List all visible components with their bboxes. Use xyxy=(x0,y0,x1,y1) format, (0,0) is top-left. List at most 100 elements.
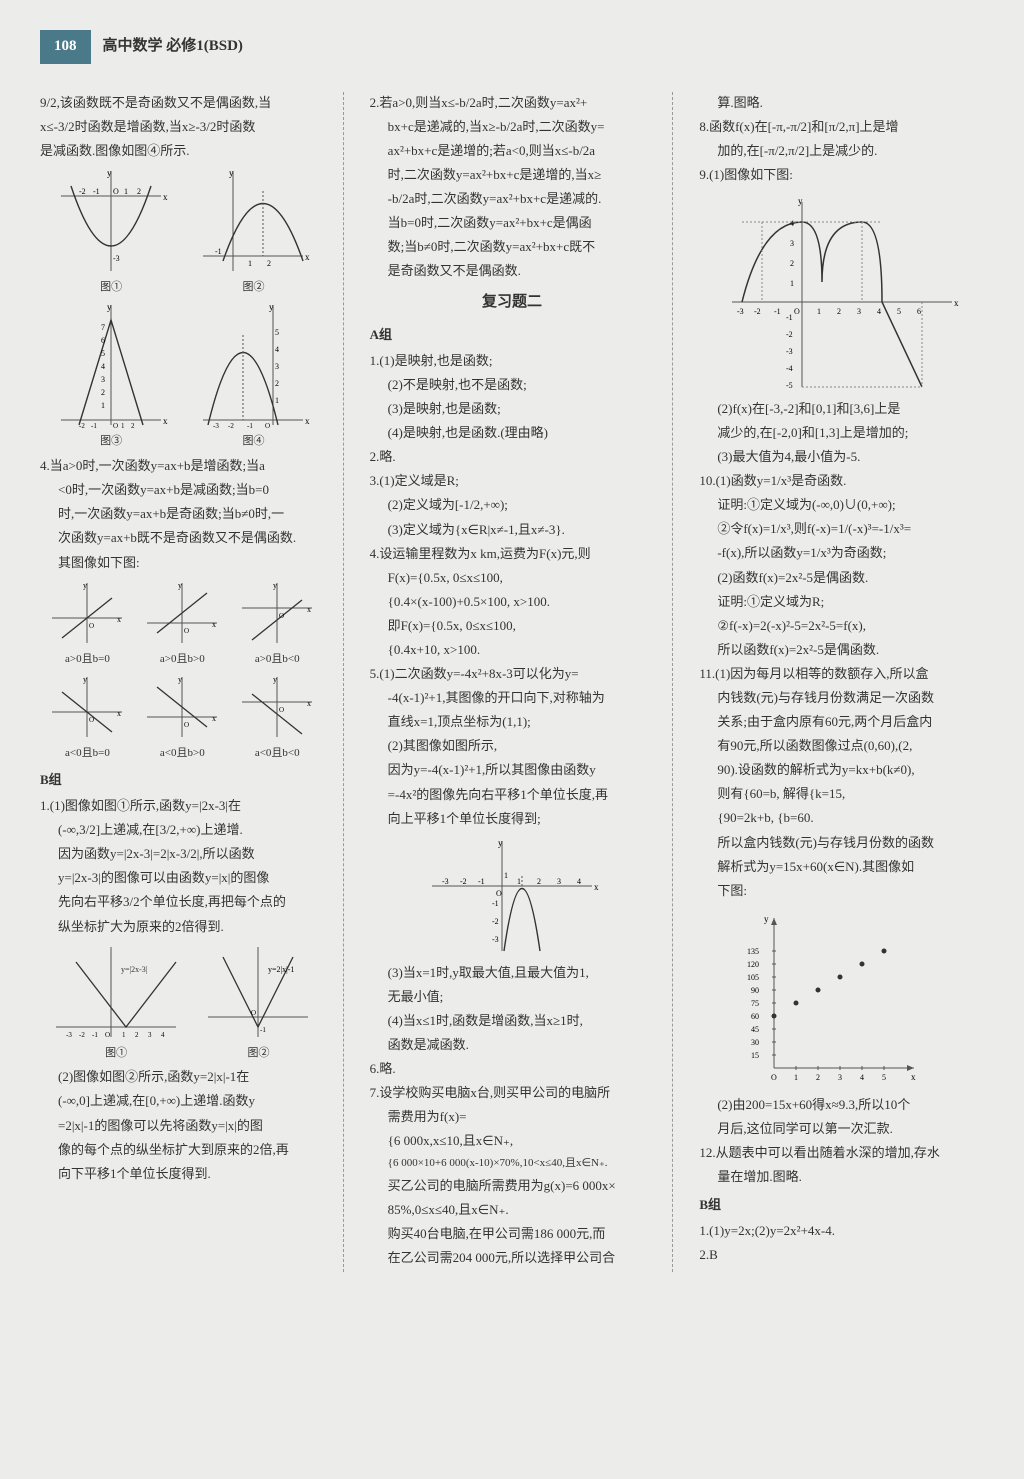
text: (2)f(x)在[-3,-2]和[0,1]和[3,6]上是 xyxy=(699,398,984,420)
svg-text:-1: -1 xyxy=(774,307,781,316)
svg-text:-2: -2 xyxy=(460,877,467,886)
svg-text:-1: -1 xyxy=(260,1026,266,1034)
svg-text:120: 120 xyxy=(747,960,759,969)
svg-text:y: y xyxy=(798,196,803,206)
text: ax²+bx+c是递增的;若a<0,则当x≤-b/2a xyxy=(370,140,655,162)
small-graphs-row-1: xyO a>0且b=0 xyO a>0且b>0 xyO a>0且b<0 xyxy=(40,578,325,669)
text: {6 000x,x≤10,且x∈N₊, xyxy=(370,1130,655,1152)
svg-text:5: 5 xyxy=(275,328,279,337)
text: 则有{60=b, 解得{k=15, xyxy=(699,783,984,805)
text: 次函数y=ax+b既不是奇函数又不是偶函数. xyxy=(40,527,325,549)
page-header: 108 高中数学 必修1(BSD) xyxy=(40,30,984,72)
svg-text:-5: -5 xyxy=(786,381,793,390)
svg-text:-3: -3 xyxy=(442,877,449,886)
svg-text:y: y xyxy=(498,838,503,848)
svg-text:-3: -3 xyxy=(213,422,219,430)
text: {0.4×(x-100)+0.5×100, x>100. xyxy=(370,591,655,613)
svg-text:x: x xyxy=(163,416,168,426)
text: 在乙公司需204 000元,所以选择甲公司合 xyxy=(370,1247,655,1269)
svg-text:-1: -1 xyxy=(247,422,253,430)
svg-text:2: 2 xyxy=(275,379,279,388)
svg-text:2: 2 xyxy=(816,1073,820,1082)
svg-text:-1: -1 xyxy=(786,313,793,322)
page: 108 高中数学 必修1(BSD) 9/2,该函数既不是奇函数又不是偶函数,当 … xyxy=(0,0,1024,1479)
svg-text:3: 3 xyxy=(557,877,561,886)
small-label-6: a<0且b<0 xyxy=(237,744,317,763)
svg-text:6: 6 xyxy=(101,336,105,345)
fig-label-3: 图③ xyxy=(51,432,171,451)
svg-text:7: 7 xyxy=(101,323,105,332)
svg-text:4: 4 xyxy=(275,345,279,354)
svg-text:1: 1 xyxy=(817,307,821,316)
svg-text:-2: -2 xyxy=(786,330,793,339)
graph-row-2: x y 76 54 32 1 -2-1 O1 2 图③ xyxy=(40,300,325,451)
svg-text:-1: -1 xyxy=(478,877,485,886)
svg-text:2: 2 xyxy=(131,422,135,430)
text: (2)函数f(x)=2x²-5是偶函数. xyxy=(699,567,984,589)
text: 有90元,所以函数图像过点(0,60),(2, xyxy=(699,735,984,757)
text: 购买40台电脑,在甲公司需186 000元,而 xyxy=(370,1223,655,1245)
text: F(x)={0.5x, 0≤x≤100, xyxy=(370,567,655,589)
svg-text:y: y xyxy=(83,581,87,590)
graph-4: x y 54 32 1 -3-2 -1O 图④ xyxy=(193,300,313,451)
svg-text:3: 3 xyxy=(275,362,279,371)
text: 量在增加.图略. xyxy=(699,1166,984,1188)
text: y=|2x-3|的图像可以由函数y=|x|的图像 xyxy=(40,867,325,889)
text: 算.图略. xyxy=(699,92,984,114)
svg-text:1: 1 xyxy=(122,1031,126,1039)
text: 当b=0时,二次函数y=ax²+bx+c是偶函 xyxy=(370,212,655,234)
small-graph-6: xyO a<0且b<0 xyxy=(237,672,317,763)
svg-text:y: y xyxy=(229,168,234,178)
svg-text:x: x xyxy=(911,1072,916,1082)
text: 6.略. xyxy=(370,1058,655,1080)
svg-text:-4: -4 xyxy=(786,364,793,373)
svg-text:y: y xyxy=(269,302,274,312)
text: 2.略. xyxy=(370,446,655,468)
svg-text:4: 4 xyxy=(101,362,105,371)
text: 9.(1)图像如下图: xyxy=(699,164,984,186)
text: {6 000×10+6 000(x-10)×70%,10<x≤40,且x∈N₊. xyxy=(370,1154,655,1173)
svg-text:x: x xyxy=(307,605,311,614)
svg-text:O: O xyxy=(496,889,502,898)
text: 1.(1)y=2x;(2)y=2x²+4x-4. xyxy=(699,1220,984,1242)
page-number: 108 xyxy=(40,30,91,64)
text: 所以盒内钱数(元)与存钱月份数的函数 xyxy=(699,832,984,854)
text: 11.(1)因为每月以相等的数额存入,所以盒 xyxy=(699,663,984,685)
small-graph-2: xyO a>0且b>0 xyxy=(142,578,222,669)
b-graph-1: y=|2x-3| -3-2 -1O 12 34 图① xyxy=(51,942,181,1063)
svg-text:x: x xyxy=(305,416,310,426)
text: 10.(1)函数y=1/x³是奇函数. xyxy=(699,470,984,492)
text: 即F(x)={0.5x, 0≤x≤100, xyxy=(370,615,655,637)
text: {90=2k+b, {b=60. xyxy=(699,807,984,829)
group-b-label: B组 xyxy=(40,769,325,791)
svg-text:y: y xyxy=(178,581,182,590)
text: =2|x|-1的图像可以先将函数y=|x|的图 xyxy=(40,1115,325,1137)
svg-text:-2: -2 xyxy=(228,422,234,430)
svg-text:45: 45 xyxy=(751,1025,759,1034)
svg-text:5: 5 xyxy=(897,307,901,316)
text: 85%,0≤x≤40,且x∈N₊. xyxy=(370,1199,655,1221)
text: 纵坐标扩大为原来的2倍得到. xyxy=(40,916,325,938)
text: 内钱数(元)与存钱月份数满足一次函数 xyxy=(699,687,984,709)
b-fig-1-label: 图① xyxy=(51,1044,181,1063)
column-1: 9/2,该函数既不是奇函数又不是偶函数,当 x≤-3/2时函数是增函数,当x≥-… xyxy=(40,92,344,1272)
text: (3)是映射,也是函数; xyxy=(370,398,655,420)
svg-text:-3: -3 xyxy=(786,347,793,356)
svg-text:-3: -3 xyxy=(492,935,499,944)
text: (2)定义域为[-1/2,+∞); xyxy=(370,494,655,516)
text: 2.若a>0,则当x≤-b/2a时,二次函数y=ax²+ xyxy=(370,92,655,114)
svg-text:135: 135 xyxy=(747,947,759,956)
text: 先向右平移3/2个单位长度,再把每个点的 xyxy=(40,891,325,913)
svg-text:3: 3 xyxy=(790,239,794,248)
svg-text:2: 2 xyxy=(135,1031,139,1039)
svg-text:15: 15 xyxy=(751,1051,759,1060)
text: 9/2,该函数既不是奇函数又不是偶函数,当 xyxy=(40,92,325,114)
graph-2: x y -11 2 图② xyxy=(193,166,313,297)
text: 时,二次函数y=ax²+bx+c是递增的,当x≥ xyxy=(370,164,655,186)
text: 解析式为y=15x+60(x∈N).其图像如 xyxy=(699,856,984,878)
text: -f(x),所以函数y=1/x³为奇函数; xyxy=(699,542,984,564)
svg-text:1: 1 xyxy=(790,279,794,288)
svg-text:5: 5 xyxy=(101,349,105,358)
text: 无最小值; xyxy=(370,986,655,1008)
svg-text:1: 1 xyxy=(517,877,521,886)
